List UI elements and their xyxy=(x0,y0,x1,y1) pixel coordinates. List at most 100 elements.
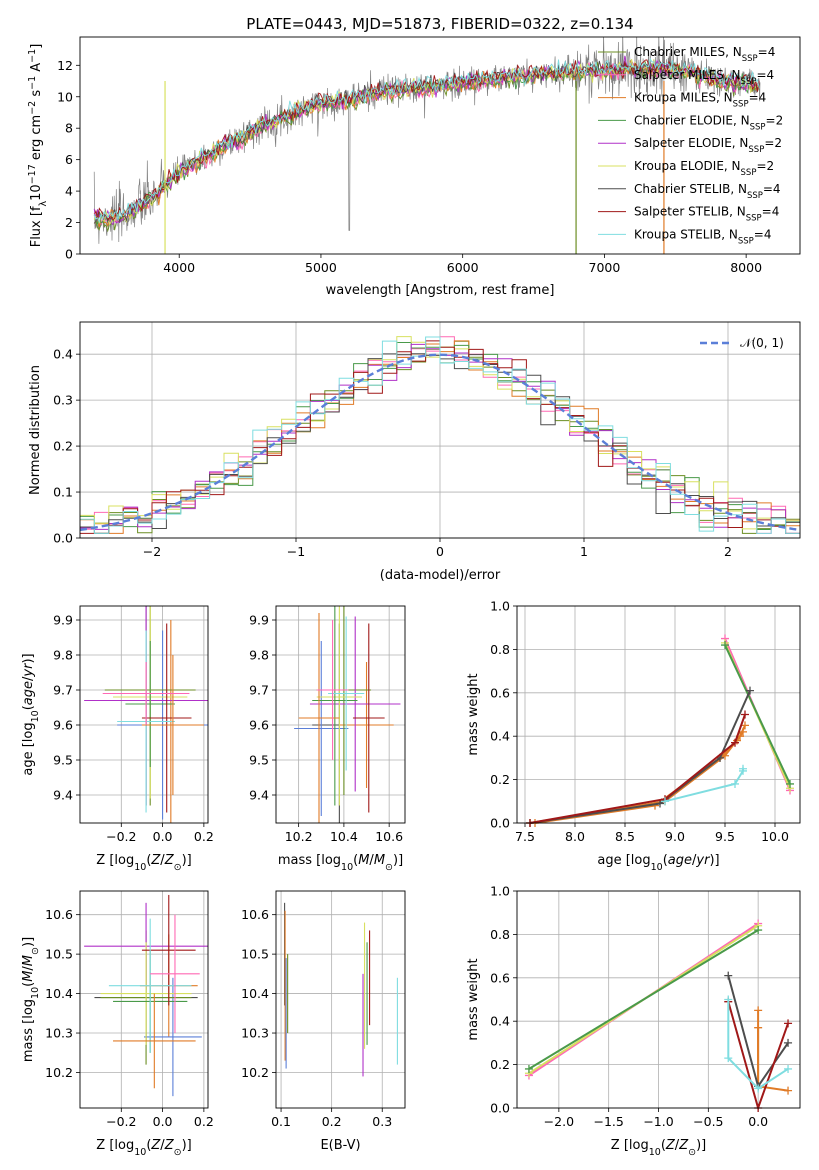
weight-point-marker xyxy=(754,1084,763,1093)
axes-frame xyxy=(275,605,406,824)
axes-frame xyxy=(516,605,801,824)
y-tick-label: 9.9 xyxy=(249,613,269,628)
weight-point-marker xyxy=(724,971,733,980)
residuals-panel: −2 −1 0 1 2 0.0 0.1 0.2 0.3 0.4 (data-model)/error… xyxy=(28,321,801,583)
y-tick-label: 0.3 xyxy=(53,393,73,408)
weight-point-marker xyxy=(754,926,763,935)
weight-point-marker xyxy=(724,995,733,1004)
y-tick-label: 10.3 xyxy=(241,1026,269,1041)
weight-point-marker xyxy=(741,710,749,719)
y-tick-label: 10.5 xyxy=(241,947,269,962)
model-spectrum-line xyxy=(93,59,760,221)
x-tick-label: 5000 xyxy=(305,260,337,275)
x-tick-label: −2.0 xyxy=(544,1114,574,1129)
x-tick-label: 0.2 xyxy=(194,829,214,844)
y-axis-label: Flux [fλ10−17 erg cm−2 s−1 A−1] xyxy=(27,44,49,248)
weight-point-marker xyxy=(721,641,729,650)
x-tick-label: 10.4 xyxy=(330,829,358,844)
x-tick-label: −0.2 xyxy=(106,1114,136,1129)
x-tick-label: 10.2 xyxy=(285,829,313,844)
x-tick-label: −1.0 xyxy=(643,1114,673,1129)
x-axis-label: E(B-V) xyxy=(320,1138,360,1153)
y-tick-label: 0.1 xyxy=(53,485,73,500)
weight-point-marker xyxy=(741,721,749,730)
y-tick-label: 10.4 xyxy=(241,986,269,1001)
age-vs-mass-panel: 10.2 10.4 10.6 9.4 9.5 9.6 9.7 9.8 9.9 mass [log1… xyxy=(249,605,406,873)
model-spectrum-line xyxy=(93,61,760,225)
y-tick-label: 9.4 xyxy=(53,788,73,803)
y-tick-label: 9.5 xyxy=(249,753,269,768)
y-tick-label: 4 xyxy=(65,184,73,199)
y-tick-label: 0.2 xyxy=(53,439,73,454)
y-tick-label: 9.8 xyxy=(249,648,269,663)
weight-series-line xyxy=(664,768,744,803)
histogram-step-line xyxy=(80,336,800,534)
weight-series-line xyxy=(727,999,789,1090)
axes-frame xyxy=(79,605,209,824)
weight-point-marker xyxy=(724,1054,733,1063)
x-tick-label: 0.3 xyxy=(372,1114,392,1129)
weight-point-marker xyxy=(786,779,794,788)
age-vs-Z-panel: −0.2 0.0 0.2 9.4 9.5 9.6 9.7 9.8 9.9 Z [log10(Z/Z… xyxy=(21,605,214,873)
weight-series-line xyxy=(724,644,791,785)
x-tick-label: 1 xyxy=(580,544,588,559)
weight-point-marker xyxy=(731,738,739,747)
x-axis-label: mass [log10(M/M⊙)] xyxy=(278,853,403,873)
legend-entry: Chabrier ELODIE, NSSP=2 xyxy=(634,113,783,132)
y-tick-label: 8 xyxy=(65,121,73,136)
y-tick-label: 9.6 xyxy=(53,718,73,733)
weight-series-line xyxy=(529,714,746,824)
y-tick-label: 0.8 xyxy=(490,927,510,942)
y-tick-label: 9.9 xyxy=(53,613,73,628)
x-tick-label: 0 xyxy=(436,544,444,559)
weight-point-marker xyxy=(739,727,747,736)
y-tick-label: 10.4 xyxy=(45,986,73,1001)
y-tick-label: 9.7 xyxy=(249,683,269,698)
y-tick-label: 0.2 xyxy=(490,1057,510,1072)
y-axis-label: Normed distribution xyxy=(28,365,43,495)
x-tick-label: 7.5 xyxy=(515,829,535,844)
y-tick-label: 2 xyxy=(65,215,73,230)
y-tick-label: 10.6 xyxy=(241,907,269,922)
x-tick-label: 8.5 xyxy=(615,829,635,844)
weight-series-line xyxy=(528,929,759,1070)
axes-frame xyxy=(79,36,801,255)
legend-entry: Salpeter ELODIE, NSSP=2 xyxy=(634,136,782,155)
y-axis-label: mass [log10(M/M⊙)] xyxy=(21,937,41,1062)
normal-reference-curve xyxy=(79,353,801,532)
y-tick-label: 0.4 xyxy=(53,347,73,362)
weight-vs-Z-panel: −2.0 −1.5 −1.0 −0.5 0.0 0.0 0.2 0.4 0.6 0.8 1.0 Z [… xyxy=(466,884,801,1158)
axes-frame xyxy=(79,890,209,1109)
y-tick-label: 0.0 xyxy=(53,531,73,546)
x-tick-label: 10.0 xyxy=(761,829,789,844)
weight-point-marker xyxy=(661,797,669,806)
legend-entry: Kroupa STELIB, NSSP=4 xyxy=(634,227,772,246)
x-tick-label: 0.0 xyxy=(153,829,173,844)
x-tick-label: 8000 xyxy=(730,260,762,275)
x-tick-label: 0.1 xyxy=(271,1114,291,1129)
y-tick-label: 10.5 xyxy=(45,947,73,962)
x-tick-label: −1.5 xyxy=(593,1114,623,1129)
y-tick-label: 6 xyxy=(65,152,73,167)
y-tick-label: 0 xyxy=(65,247,73,262)
y-tick-label: 1.0 xyxy=(490,599,510,614)
x-tick-label: 10.6 xyxy=(375,829,403,844)
legend-entry: Chabrier MILES, NSSP=4 xyxy=(634,45,775,64)
x-tick-label: 0.0 xyxy=(153,1114,173,1129)
x-tick-label: 0.0 xyxy=(748,1114,768,1129)
y-tick-label: 12 xyxy=(57,58,73,73)
x-tick-label: 9.5 xyxy=(715,829,735,844)
x-axis-label: wavelength [Angstrom, rest frame] xyxy=(326,283,555,298)
y-tick-label: 10.2 xyxy=(45,1065,73,1080)
x-tick-label: 7000 xyxy=(589,260,621,275)
y-tick-label: 0.8 xyxy=(490,642,510,657)
x-axis-label: Z [log10(Z/Z⊙)] xyxy=(96,1138,191,1158)
y-tick-label: 10.3 xyxy=(45,1026,73,1041)
weight-point-marker xyxy=(784,1038,793,1047)
weight-point-marker xyxy=(784,1064,793,1073)
y-tick-label: 10 xyxy=(57,89,73,104)
x-axis-label: Z [log10(Z/Z⊙)] xyxy=(96,853,191,873)
y-tick-label: 0.6 xyxy=(490,970,510,985)
y-tick-label: 0.6 xyxy=(490,685,510,700)
legend-entry: Chabrier STELIB, NSSP=4 xyxy=(634,182,781,201)
